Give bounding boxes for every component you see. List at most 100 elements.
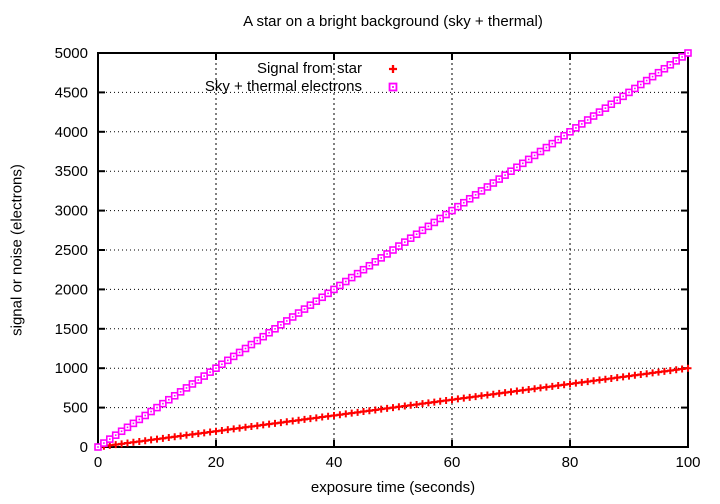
- square-marker-dot: [409, 237, 412, 239]
- plus-marker: [224, 426, 232, 434]
- plus-marker: [466, 393, 474, 401]
- square-marker-dot: [592, 115, 595, 117]
- plus-marker: [430, 398, 438, 406]
- plus-marker: [388, 64, 398, 74]
- square-marker-dot: [109, 438, 111, 440]
- plus-marker: [601, 375, 609, 383]
- square-marker-dot: [386, 253, 388, 255]
- plus-marker: [218, 426, 226, 434]
- plus-marker: [413, 400, 421, 408]
- square-marker-dot: [120, 430, 123, 433]
- plus-marker: [336, 411, 344, 419]
- plus-marker: [147, 436, 155, 444]
- plus-marker: [383, 404, 391, 412]
- square-marker-dot: [144, 414, 146, 417]
- square-marker-dot: [179, 391, 182, 393]
- square-marker-dot: [232, 355, 235, 358]
- plus-marker: [584, 378, 592, 386]
- plus-marker: [253, 422, 261, 430]
- square-marker-dot: [297, 312, 300, 314]
- square-marker-dot: [634, 87, 636, 90]
- square-marker-dot: [522, 162, 524, 165]
- plus-marker: [342, 410, 350, 418]
- plus-marker: [118, 440, 126, 448]
- square-marker-dot: [221, 363, 223, 366]
- square-marker-dot: [280, 324, 282, 326]
- plus-marker: [371, 406, 379, 414]
- square-marker-dot: [197, 379, 200, 381]
- plus-marker: [188, 430, 196, 438]
- square-marker-dot: [687, 52, 689, 54]
- plus-marker: [135, 437, 143, 445]
- plus-marker: [236, 424, 244, 432]
- y-tick-label: 1500: [55, 321, 88, 338]
- square-marker-dot: [439, 217, 441, 220]
- plus-marker: [625, 372, 633, 380]
- plus-marker: [572, 379, 580, 387]
- square-marker-dot: [581, 123, 583, 125]
- plus-marker: [183, 431, 190, 439]
- plus-marker: [129, 438, 137, 446]
- square-marker-dot: [203, 375, 205, 377]
- legend-item-sky: Sky + thermal electrons: [205, 78, 404, 96]
- square-marker-dot: [504, 174, 506, 176]
- plus-marker: [365, 407, 373, 415]
- plus-marker: [460, 394, 468, 402]
- plus-marker: [436, 397, 444, 405]
- y-tick-label: 1000: [55, 360, 88, 377]
- plus-marker: [265, 420, 273, 428]
- square-marker-dot: [492, 182, 495, 184]
- square-marker-dot: [126, 426, 129, 429]
- plus-marker: [318, 413, 326, 421]
- square-marker-dot: [451, 209, 453, 212]
- plus-marker: [330, 411, 338, 419]
- square-marker-dot: [598, 111, 601, 113]
- plus-marker: [277, 419, 285, 427]
- plus-marker-icon: [388, 64, 398, 74]
- square-marker-dot: [616, 99, 618, 102]
- square-marker-dot: [563, 134, 565, 137]
- square-marker-dot: [250, 343, 253, 346]
- square-marker-dot: [244, 347, 247, 350]
- square-marker-dot: [610, 103, 613, 106]
- square-marker-dot: [356, 272, 359, 275]
- plus-marker: [542, 383, 550, 391]
- plus-marker: [596, 376, 603, 384]
- plus-marker: [206, 428, 214, 436]
- square-marker-dot: [604, 107, 607, 109]
- square-marker-dot: [651, 75, 654, 78]
- plus-marker: [678, 365, 686, 373]
- square-marker-dot: [215, 367, 217, 369]
- plus-marker: [478, 392, 485, 400]
- square-marker-dot: [303, 308, 306, 310]
- plus-marker: [489, 390, 497, 398]
- plus-marker: [200, 429, 208, 437]
- y-tick-label: 2500: [55, 242, 88, 259]
- plus-marker: [141, 437, 149, 445]
- square-marker-dot: [421, 229, 424, 232]
- plus-marker: [348, 409, 356, 417]
- plus-marker: [495, 389, 503, 397]
- square-marker-dot: [132, 422, 135, 425]
- square-marker-dot: [628, 91, 630, 94]
- plus-marker: [289, 417, 297, 425]
- square-marker-dot: [586, 119, 589, 121]
- square-marker-dot: [380, 257, 382, 259]
- square-marker-dot: [516, 166, 518, 169]
- square-marker-dot: [457, 205, 459, 208]
- square-marker-dot: [669, 64, 672, 66]
- square-marker-dot: [468, 197, 471, 200]
- square-marker-dot: [362, 268, 365, 271]
- plus-marker: [513, 387, 521, 395]
- plus-marker: [389, 404, 397, 412]
- x-tick-label: 20: [208, 454, 225, 471]
- plus-marker: [354, 408, 362, 416]
- square-marker-dot: [622, 95, 624, 98]
- plus-marker: [171, 433, 179, 441]
- plus-marker: [242, 423, 249, 431]
- plus-marker: [306, 415, 314, 423]
- plus-marker: [501, 389, 509, 397]
- y-tick-label: 500: [63, 400, 88, 417]
- plus-marker: [247, 423, 255, 431]
